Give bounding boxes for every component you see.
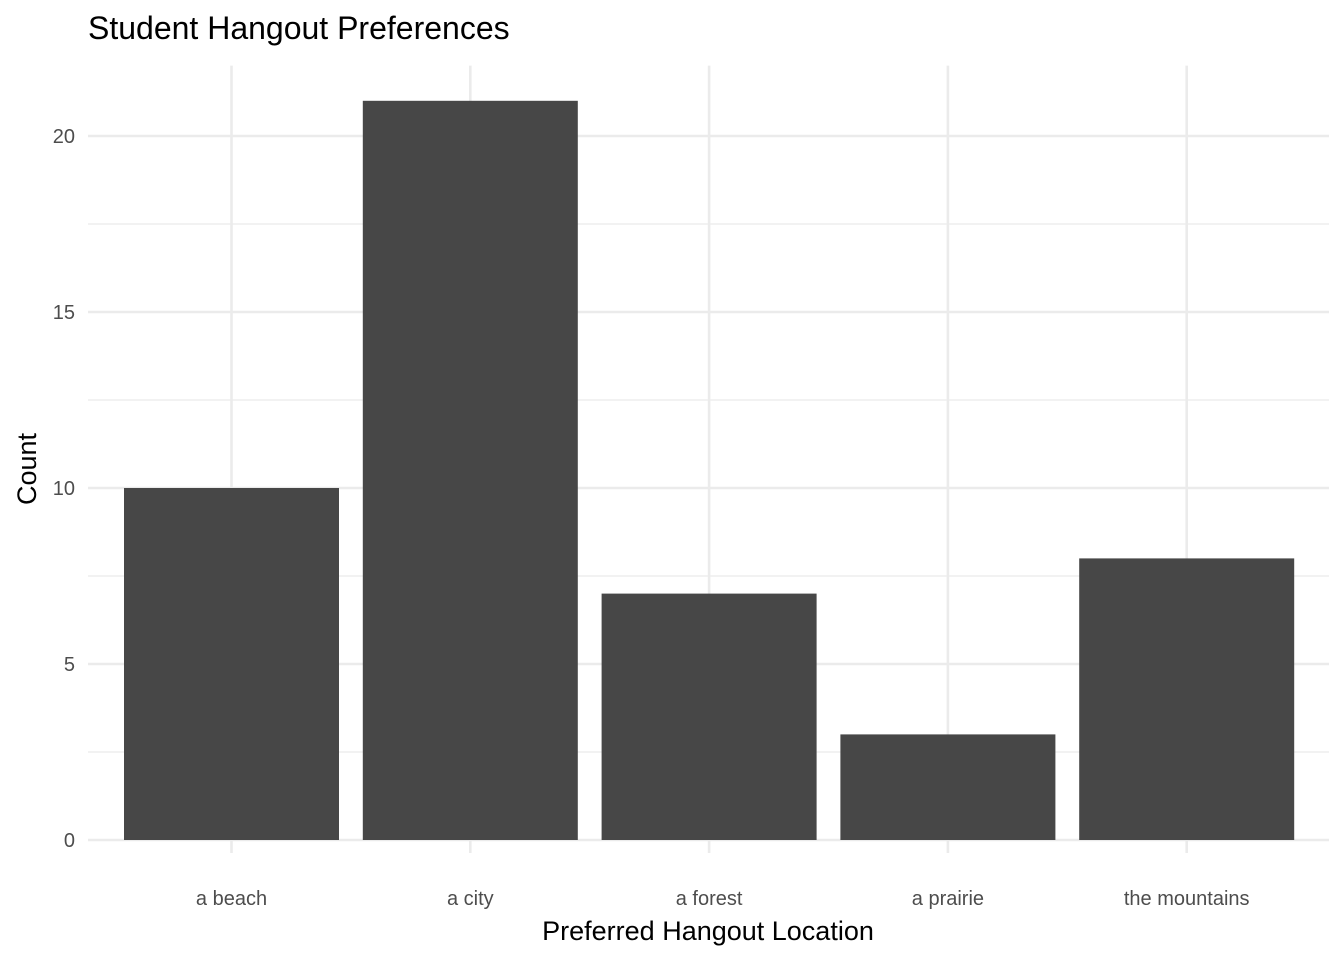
y-tick-label: 5 (64, 654, 75, 676)
bars (124, 100, 1295, 841)
bar-a-city (362, 100, 578, 841)
bar-a-prairie (840, 734, 1056, 840)
x-tick-label: a beach (196, 888, 267, 910)
y-axis-title: Count (12, 432, 42, 505)
x-axis-ticks: a beach a city a forest a prairie the mounta… (196, 840, 1250, 910)
x-tick-label: a forest (676, 888, 743, 910)
x-tick-label: the mountains (1124, 888, 1250, 910)
y-tick-label: 20 (53, 126, 75, 148)
x-axis-title: Preferred Hangout Location (542, 916, 874, 946)
y-tick-labels: 0 5 10 15 20 (53, 126, 75, 852)
bar-the-mountains (1079, 558, 1295, 840)
y-tick-label: 0 (64, 830, 75, 852)
x-tick-label: a city (447, 888, 494, 910)
y-tick-label: 15 (53, 302, 75, 324)
bar-a-beach (124, 488, 339, 840)
chart-title: Student Hangout Preferences (88, 10, 510, 46)
y-tick-label: 10 (53, 478, 75, 500)
x-tick-label: a prairie (912, 888, 984, 910)
bar-a-forest (601, 593, 817, 840)
